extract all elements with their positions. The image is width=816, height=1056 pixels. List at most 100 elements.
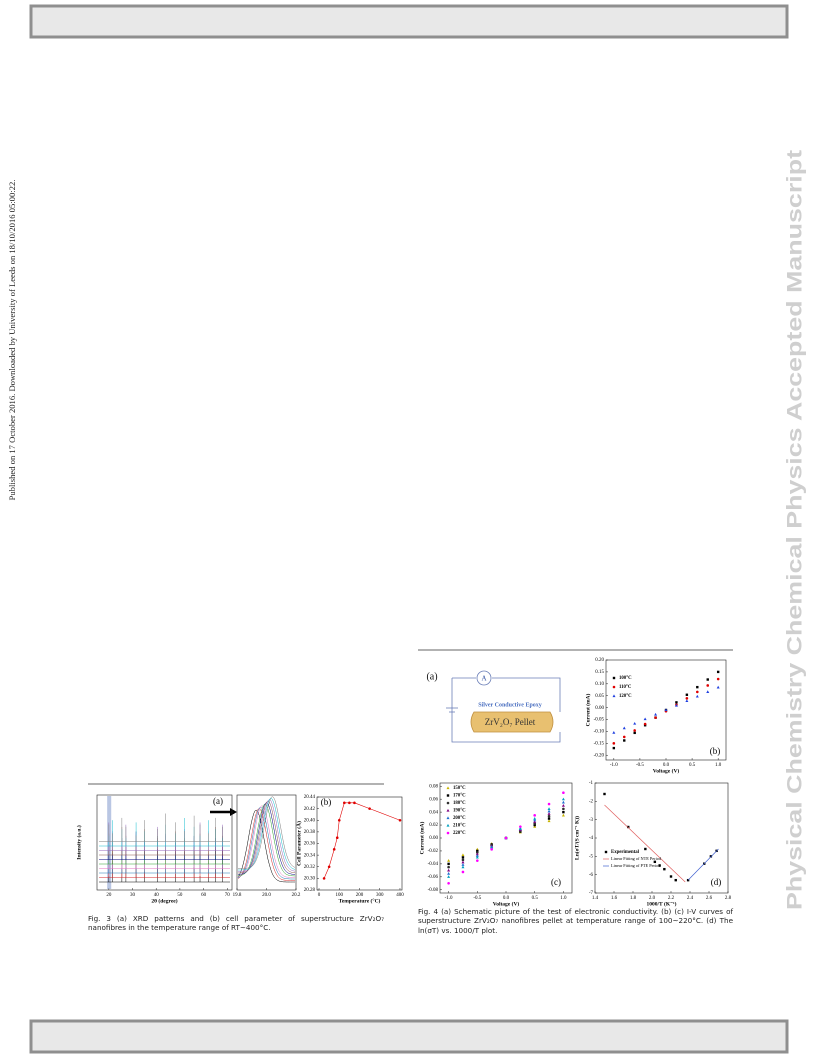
y-tick-label: 20.30 — [304, 877, 316, 882]
panel-label: (c) — [551, 877, 561, 887]
data-point — [612, 746, 616, 750]
y-tick-label: -4 — [589, 836, 594, 841]
data-point — [446, 831, 450, 835]
data-point — [447, 862, 450, 866]
data-point — [547, 812, 551, 815]
data-point — [337, 818, 341, 822]
panel-label: (b) — [321, 797, 332, 807]
x-tick-label: 50 — [177, 893, 183, 898]
x-tick-label: 40 — [154, 893, 160, 898]
legend-label: Linear Fitting of PTE Period — [611, 863, 661, 868]
data-point — [476, 849, 479, 853]
y-tick-label: -6 — [589, 873, 594, 878]
data-point — [547, 807, 551, 810]
data-point — [447, 871, 451, 875]
fit-line — [687, 848, 719, 881]
x-tick-label: 0.0 — [503, 896, 510, 901]
data-point — [561, 804, 565, 807]
data-point — [447, 875, 451, 878]
data-point — [447, 868, 451, 872]
fit-line — [604, 804, 686, 883]
data-point — [446, 794, 450, 797]
highlight-band — [107, 796, 112, 889]
download-note: Published on 17 October 2016. Downloaded… — [7, 180, 17, 501]
data-point — [447, 859, 451, 862]
data-point — [603, 792, 606, 796]
data-point — [716, 677, 720, 681]
data-point — [476, 851, 479, 854]
data-point — [475, 854, 479, 857]
legend-label: 170°C — [453, 794, 466, 799]
header-bar — [29, 4, 789, 39]
data-point — [533, 816, 537, 820]
data-point — [716, 685, 720, 689]
x-tick-label: 300 — [376, 893, 384, 898]
x-tick-label: 200 — [356, 893, 364, 898]
data-point — [685, 699, 689, 703]
x-tick-label: 60 — [201, 893, 207, 898]
data-point — [654, 712, 658, 716]
data-point — [627, 825, 630, 829]
y-tick-label: 0.00 — [595, 706, 604, 711]
journal-watermark: Physical Chemistry Chemical Physics Acce… — [784, 150, 807, 910]
pellet-label: ZrV₂O₇ Pellet — [485, 717, 536, 727]
data-point — [447, 865, 450, 869]
data-point — [669, 875, 673, 878]
data-point — [562, 810, 565, 814]
data-point — [633, 729, 636, 732]
inset-peak — [238, 799, 296, 872]
data-point — [446, 808, 450, 812]
data-point — [447, 881, 450, 885]
data-point — [696, 690, 699, 694]
data-point — [475, 855, 479, 859]
data-point — [663, 867, 666, 871]
data-point — [695, 694, 699, 698]
x-tick-label: -0.5 — [473, 896, 481, 901]
y-tick-label: -0.10 — [594, 730, 605, 735]
data-point — [685, 697, 689, 700]
x-tick-label: 2.2 — [668, 896, 675, 901]
data-point — [490, 848, 493, 851]
data-point — [674, 878, 677, 882]
data-point — [654, 716, 657, 719]
x-tick-label: -1.0 — [445, 896, 453, 901]
data-point — [675, 701, 678, 704]
x-tick-label: 0.5 — [532, 896, 539, 901]
figure-caption: Fig. 3 (a) XRD patterns and (b) cell par… — [88, 914, 384, 933]
y-tick-label: 20.32 — [304, 865, 316, 870]
data-point — [476, 859, 479, 862]
data-point — [461, 863, 465, 866]
y-tick-label: -0.15 — [594, 741, 605, 746]
data-point — [461, 856, 465, 859]
data-point — [562, 791, 565, 795]
panel-label: (b) — [710, 746, 721, 756]
x-axis-label: 1000/T (K⁻¹) — [647, 900, 677, 907]
legend-label: 210°C — [453, 824, 466, 829]
x-tick-label: 19.8 — [233, 893, 242, 898]
data-point — [547, 802, 551, 806]
y-tick-label: -7 — [589, 891, 594, 896]
pellet — [470, 711, 554, 733]
x-tick-label: 2.0 — [649, 896, 656, 901]
data-point — [518, 826, 522, 830]
x-tick-label: 0 — [318, 893, 321, 898]
data-point — [706, 678, 709, 681]
x-tick-label: 1.4 — [592, 896, 599, 901]
data-point — [716, 670, 720, 674]
data-point — [612, 685, 616, 689]
inset-peak — [238, 797, 296, 871]
legend-label: Experimental — [611, 850, 640, 855]
data-point — [348, 801, 351, 805]
y-axis-label: Intensity (a.u.) — [75, 825, 82, 860]
legend-label: 110°C — [619, 685, 632, 690]
legend-label: 200°C — [453, 816, 466, 821]
plot-frame — [96, 794, 233, 891]
data-point — [343, 801, 346, 805]
data-point — [475, 852, 479, 856]
y-axis-label: Current (mA) — [584, 693, 591, 726]
inset-peak — [238, 796, 296, 869]
data-point — [643, 717, 647, 721]
epoxy-label: Silver Conductive Epoxy — [478, 702, 542, 708]
data-point — [644, 847, 647, 851]
